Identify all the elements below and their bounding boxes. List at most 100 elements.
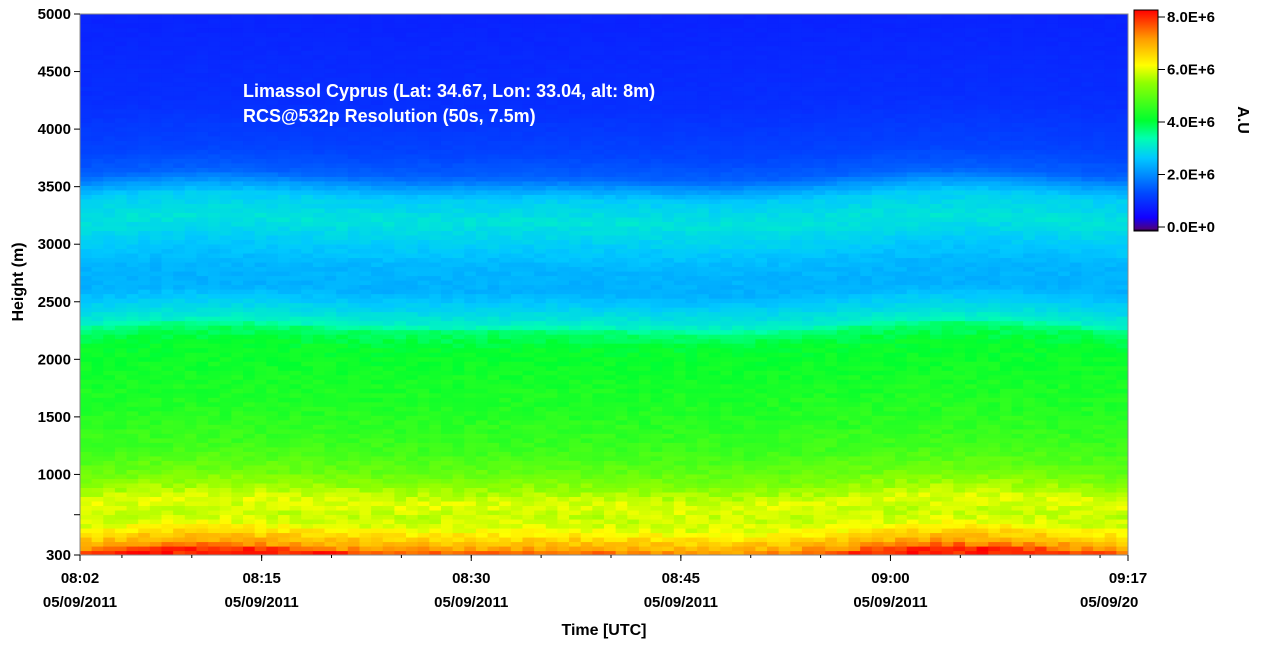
heatmap-cell (499, 325, 512, 331)
heatmap-cell (382, 113, 395, 119)
heatmap-cell (277, 527, 291, 534)
heatmap-cell (347, 54, 361, 60)
heatmap-cell (219, 72, 232, 78)
heatmap-cell (254, 194, 267, 200)
heatmap-cell (382, 248, 395, 254)
heatmap-cell (336, 216, 349, 222)
heatmap-cell (184, 216, 198, 222)
heatmap-cell (394, 428, 407, 434)
heatmap-cell (138, 54, 151, 60)
heatmap-cell (429, 536, 442, 543)
heatmap-cell (277, 392, 291, 398)
heatmap-cell (394, 275, 407, 281)
heatmap-cell (219, 81, 232, 87)
heatmap-cell (324, 135, 337, 141)
heatmap-cell (196, 410, 209, 416)
heatmap-cell (382, 334, 395, 340)
heatmap-cell (475, 257, 489, 263)
heatmap-cell (440, 383, 454, 389)
heatmap-cell (464, 90, 477, 96)
heatmap-cell (301, 325, 314, 331)
heatmap-cell (126, 514, 139, 520)
heatmap-cell (487, 77, 500, 83)
heatmap-cell (452, 284, 465, 290)
heatmap-cell (336, 171, 349, 177)
heatmap-cell (301, 122, 314, 128)
heatmap-cell (114, 104, 128, 110)
heatmap-cell (196, 509, 209, 516)
heatmap-cell (429, 415, 442, 421)
heatmap-cell (80, 275, 93, 281)
heatmap-cell (149, 514, 163, 520)
heatmap-cell (475, 239, 489, 245)
heatmap-cell (534, 401, 547, 407)
heatmap-cell (545, 117, 559, 123)
heatmap-cell (196, 108, 209, 114)
heatmap-cell (114, 361, 128, 367)
heatmap-cell (324, 59, 337, 65)
heatmap-cell (184, 388, 198, 394)
heatmap-cell (429, 225, 442, 231)
heatmap-cell (301, 212, 314, 218)
heatmap-cell (277, 266, 291, 272)
heatmap-cell (452, 81, 465, 87)
heatmap-cell (522, 491, 535, 497)
heatmap-cell (336, 221, 349, 227)
heatmap-cell (312, 433, 326, 439)
heatmap-cell (80, 550, 93, 555)
heatmap-cell (149, 117, 163, 123)
heatmap-cell (545, 162, 559, 168)
heatmap-cell (510, 442, 524, 448)
heatmap-cell (510, 176, 524, 182)
heatmap-cell (91, 239, 104, 245)
heatmap-cell (80, 261, 93, 268)
heatmap-cell (277, 18, 291, 24)
heatmap-cell (475, 135, 489, 141)
heatmap-cell (138, 126, 151, 132)
heatmap-cell (406, 545, 419, 552)
heatmap-cell (208, 334, 221, 340)
heatmap-cell (312, 36, 326, 42)
heatmap-cell (243, 257, 256, 263)
heatmap-cell (487, 545, 500, 552)
heatmap-cell (336, 14, 349, 20)
heatmap-cell (336, 500, 349, 507)
heatmap-cell (138, 72, 151, 78)
heatmap-cell (464, 77, 477, 83)
heatmap-cell (475, 392, 489, 398)
heatmap-cell (149, 212, 163, 218)
heatmap-cell (406, 383, 419, 389)
heatmap-cell (173, 261, 186, 268)
heatmap-cell (301, 266, 314, 272)
heatmap-cell (487, 36, 500, 42)
heatmap-cell (103, 135, 116, 141)
heatmap-cell (452, 338, 465, 344)
heatmap-cell (91, 216, 104, 222)
heatmap-cell (184, 257, 198, 263)
heatmap-cell (208, 446, 221, 452)
heatmap-cell (510, 536, 524, 543)
heatmap-cell (359, 68, 372, 74)
heatmap-cell (103, 86, 116, 92)
heatmap-cell (312, 428, 326, 434)
heatmap-cell (91, 207, 104, 213)
heatmap-cell (336, 374, 349, 380)
heatmap-cell (91, 496, 104, 502)
heatmap-cell (173, 252, 186, 259)
heatmap-cell (371, 514, 384, 520)
heatmap-cell (382, 176, 395, 182)
heatmap-cell (324, 460, 337, 466)
heatmap-cell (173, 41, 186, 47)
heatmap-cell (80, 415, 93, 421)
heatmap-cell (371, 32, 384, 38)
heatmap-cell (301, 50, 314, 56)
heatmap-cell (208, 383, 221, 389)
heatmap-cell (149, 203, 163, 209)
heatmap-cell (406, 356, 419, 362)
heatmap-cell (173, 401, 186, 407)
heatmap-cell (277, 122, 291, 128)
heatmap-cell (475, 167, 489, 173)
heatmap-cell (208, 419, 221, 425)
heatmap-cell (464, 284, 477, 290)
heatmap-cell (452, 473, 465, 479)
